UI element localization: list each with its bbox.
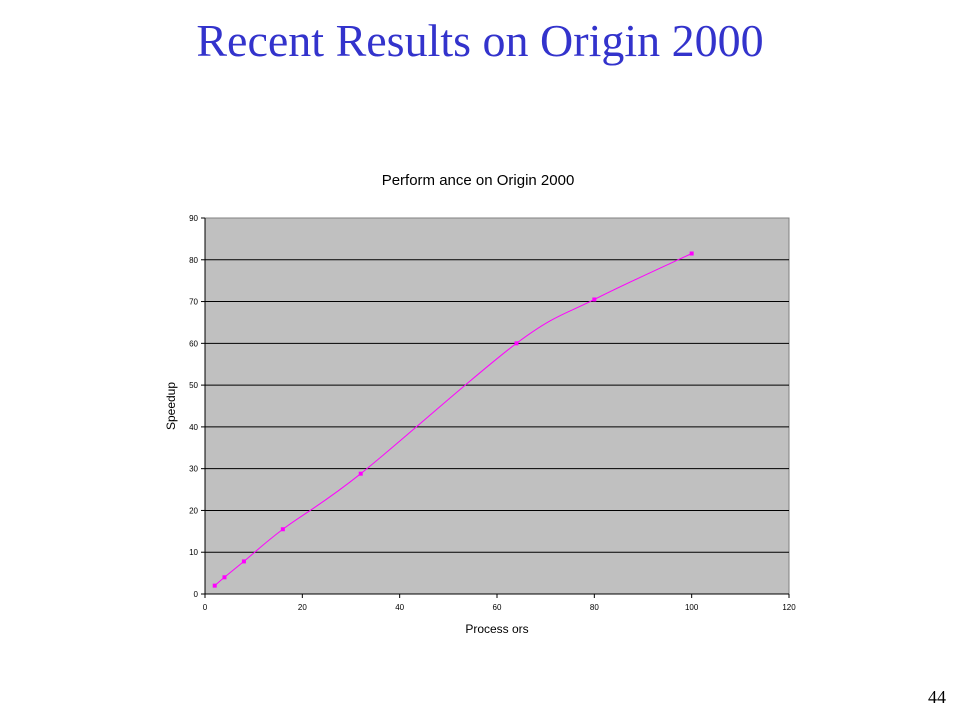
y-axis-label: Speedup xyxy=(164,382,178,430)
plot-area xyxy=(204,217,790,595)
y-tick-label: 20 xyxy=(189,506,198,515)
y-tick-label: 40 xyxy=(189,423,198,432)
speedup-points xyxy=(212,251,694,588)
data-point-8 xyxy=(241,559,246,564)
y-tick-label: 70 xyxy=(189,298,198,307)
data-point-2 xyxy=(212,583,217,588)
x-tick-label: 120 xyxy=(782,603,796,612)
y-tick-label: 0 xyxy=(194,590,199,599)
y-tick-label: 30 xyxy=(189,465,198,474)
grid-lines xyxy=(205,259,789,553)
x-tick-label: 40 xyxy=(395,603,404,612)
y-tick-label: 60 xyxy=(189,339,198,348)
data-point-4 xyxy=(222,575,227,580)
data-point-64 xyxy=(514,341,519,346)
slide-title: Recent Results on Origin 2000 xyxy=(196,15,764,66)
data-point-80 xyxy=(592,297,597,302)
x-tick-label: 60 xyxy=(493,603,502,612)
data-point-16 xyxy=(280,527,285,532)
y-tick-label: 90 xyxy=(189,214,198,223)
chart-title: Perform ance on Origin 2000 xyxy=(382,172,575,189)
y-axis: 0 10 20 30 40 50 60 70 80 90 xyxy=(189,214,206,599)
x-tick-label: 80 xyxy=(590,603,599,612)
data-point-32 xyxy=(358,471,363,476)
x-tick-label: 0 xyxy=(203,603,208,612)
data-point-100 xyxy=(689,251,694,256)
x-axis: 0 20 40 60 80 100 120 xyxy=(203,593,796,612)
x-tick-label: 20 xyxy=(298,603,307,612)
x-axis-label: Process ors xyxy=(465,622,528,636)
y-tick-label: 50 xyxy=(189,381,198,390)
y-tick-label: 80 xyxy=(189,256,198,265)
y-tick-label: 10 xyxy=(189,548,198,557)
x-tick-label: 100 xyxy=(685,603,699,612)
page-number: 44 xyxy=(928,687,946,707)
